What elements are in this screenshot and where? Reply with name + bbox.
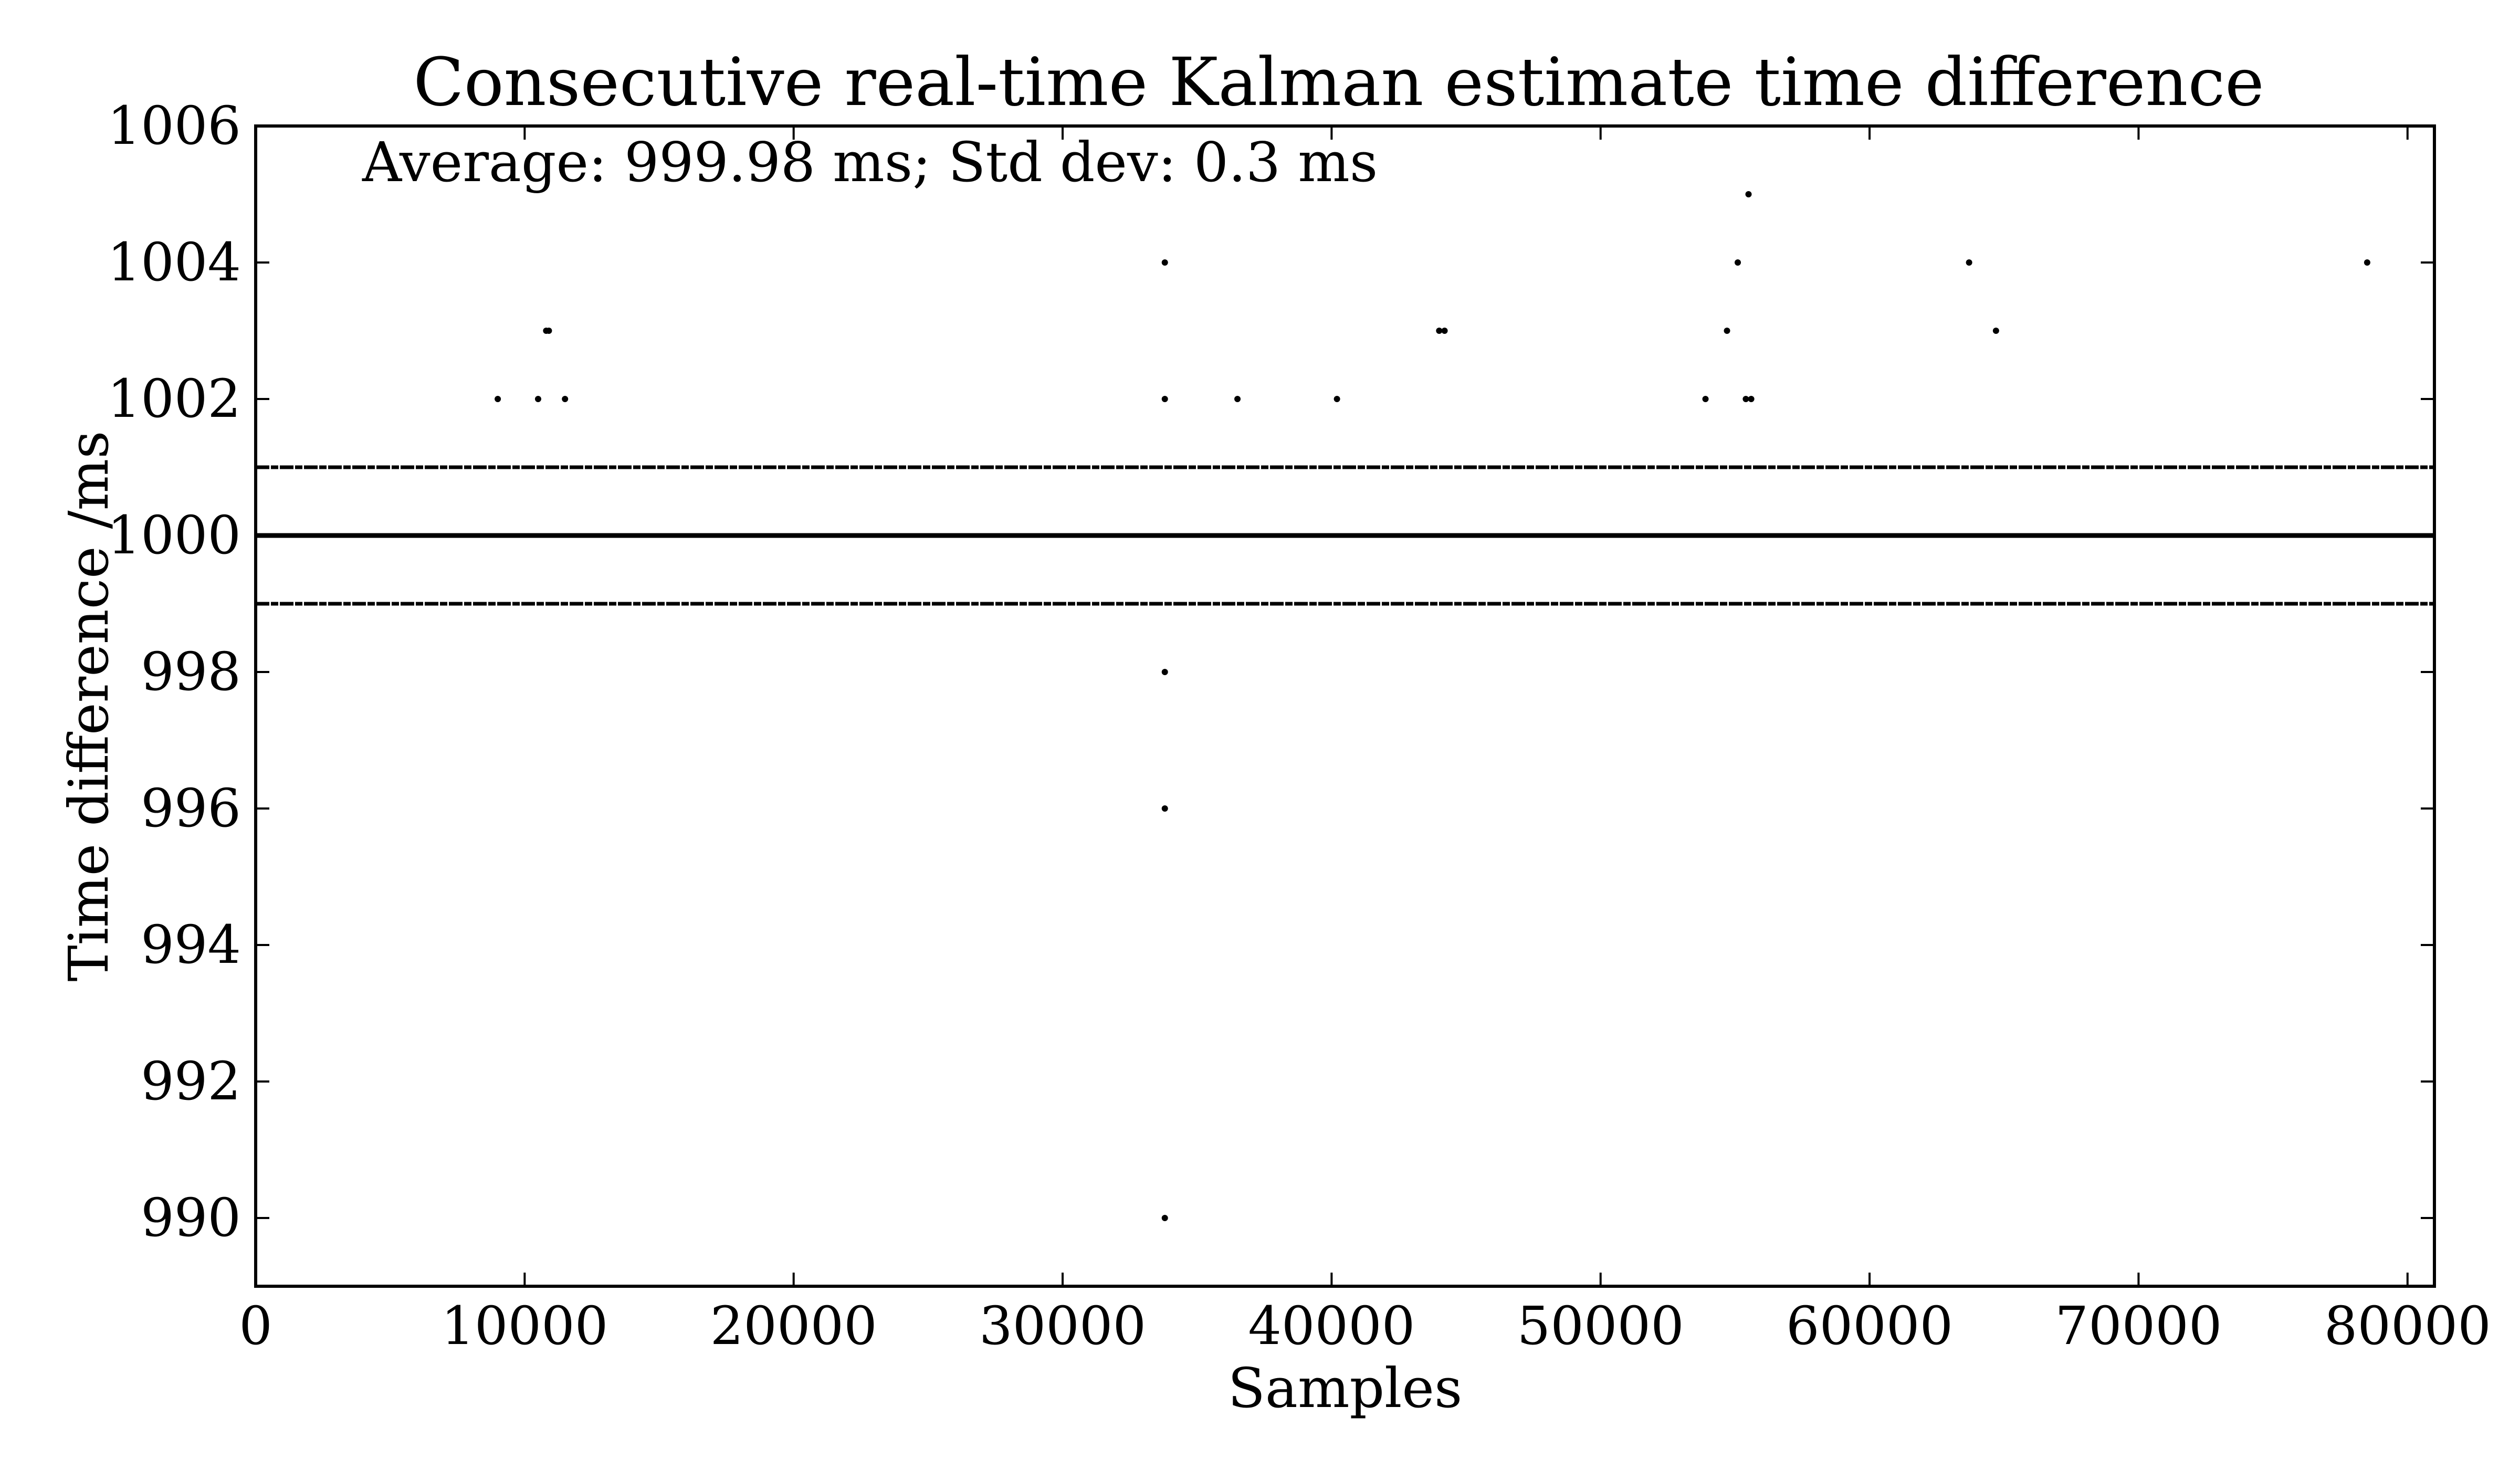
data-point bbox=[1745, 191, 1752, 197]
x-tick-label: 20000 bbox=[710, 1295, 877, 1357]
x-tick-label: 60000 bbox=[1786, 1295, 1953, 1357]
data-point bbox=[1161, 259, 1168, 266]
data-point bbox=[1992, 328, 1999, 334]
dense-bands bbox=[256, 465, 2434, 606]
y-tick-label: 992 bbox=[141, 1051, 241, 1112]
data-point bbox=[1161, 396, 1168, 402]
data-point bbox=[1724, 328, 1730, 334]
x-tick-label: 50000 bbox=[1517, 1295, 1684, 1357]
y-tick-label: 1000 bbox=[108, 505, 242, 566]
x-tick-label: 80000 bbox=[2324, 1295, 2491, 1357]
y-tick-label: 996 bbox=[141, 778, 241, 839]
data-point bbox=[1334, 396, 1340, 402]
data-point bbox=[1702, 396, 1709, 402]
y-tick-label: 1002 bbox=[108, 368, 242, 429]
plot-area-frame bbox=[254, 124, 2436, 1288]
data-point bbox=[1966, 259, 1972, 266]
x-tick-label: 30000 bbox=[979, 1295, 1146, 1357]
stats-annotation: Average: 999.98 ms; Std dev: 0.3 ms bbox=[362, 130, 1378, 194]
data-point bbox=[495, 396, 501, 402]
data-point bbox=[1436, 328, 1443, 334]
y-axis-label: Time difference /ms bbox=[57, 430, 121, 981]
data-point bbox=[2364, 259, 2370, 266]
data-point bbox=[1441, 328, 1448, 334]
y-tick-label: 994 bbox=[141, 914, 241, 975]
y-tick-label: 1004 bbox=[108, 232, 242, 293]
x-tick-label: 70000 bbox=[2055, 1295, 2222, 1357]
data-point bbox=[1234, 396, 1241, 402]
data-point bbox=[545, 328, 552, 334]
outlier-points bbox=[495, 191, 2370, 1221]
data-point bbox=[1161, 669, 1168, 675]
data-point bbox=[1735, 259, 1741, 266]
data-point bbox=[562, 396, 569, 402]
data-point bbox=[1161, 805, 1168, 812]
data-point bbox=[1161, 1215, 1168, 1221]
x-axis: 0 10000 20000 30000 40000 50000 60000 70000 8000… bbox=[239, 126, 2491, 1357]
x-axis-label: Samples bbox=[1228, 1356, 1463, 1420]
x-tick-label: 10000 bbox=[441, 1295, 608, 1357]
y-tick-label: 1006 bbox=[108, 95, 242, 156]
y-tick-label: 998 bbox=[141, 641, 241, 702]
y-axis: 990 992 994 996 998 1000 1002 1004 1006 bbox=[108, 95, 2434, 1248]
y-tick-label: 990 bbox=[141, 1187, 241, 1248]
data-point bbox=[534, 396, 541, 402]
data-point bbox=[1742, 396, 1749, 402]
chart-title: Consecutive real-time Kalman estimate ti… bbox=[413, 44, 2264, 121]
data-point bbox=[1748, 396, 1755, 402]
x-tick-label: 40000 bbox=[1248, 1295, 1415, 1357]
x-tick-label: 0 bbox=[239, 1295, 272, 1357]
